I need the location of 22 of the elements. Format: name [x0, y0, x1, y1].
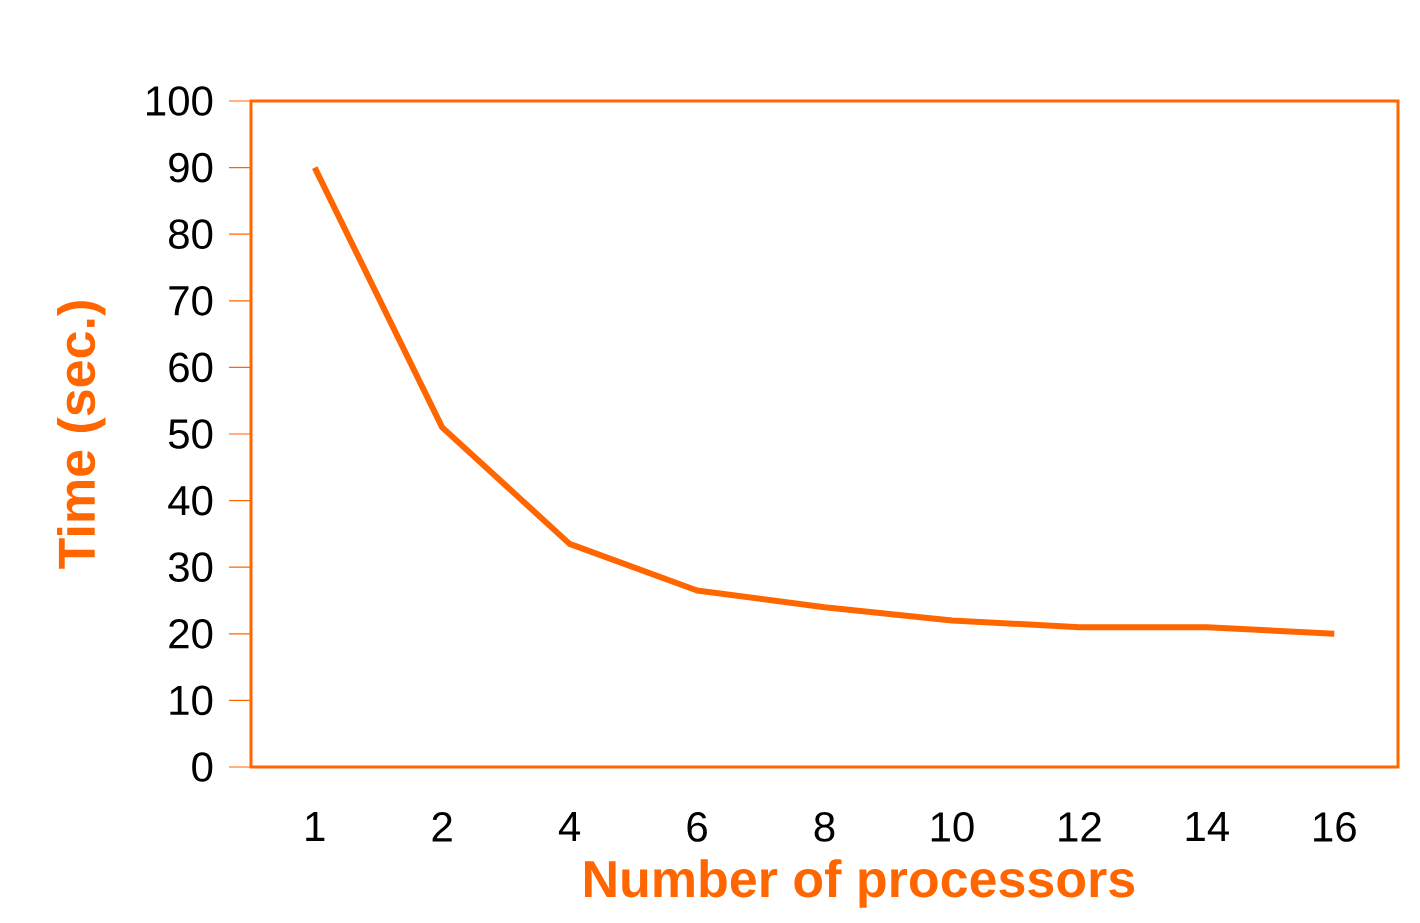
y-tick-label: 90 — [169, 152, 213, 183]
y-tick-label: 20 — [169, 618, 213, 649]
y-tick-label: 70 — [169, 285, 213, 316]
y-axis-title: Time (sec.) — [57, 301, 106, 569]
x-tick-label: 10 — [931, 812, 974, 842]
y-tick-label: 50 — [168, 419, 213, 449]
x-tick-label: 1 — [306, 812, 325, 841]
x-tick-label: 12 — [1059, 812, 1101, 842]
y-tick-label: 0 — [192, 752, 213, 782]
y-tick-label: 30 — [168, 552, 213, 583]
y-tick-label: 40 — [168, 485, 213, 516]
x-tick-label: 16 — [1314, 812, 1356, 842]
y-tick-label: 10 — [170, 685, 213, 716]
x-tick-label: 2 — [432, 812, 452, 842]
x-tick-label: 6 — [687, 812, 707, 842]
x-tick-label: 8 — [814, 812, 835, 842]
y-tick-label: 80 — [169, 219, 213, 250]
x-tick-label: 4 — [558, 812, 581, 841]
x-axis-title: Number of processors — [584, 859, 1135, 908]
y-tick-label: 60 — [169, 352, 213, 383]
x-tick-label: 14 — [1186, 812, 1229, 841]
y-tick-label: 100 — [147, 86, 213, 116]
